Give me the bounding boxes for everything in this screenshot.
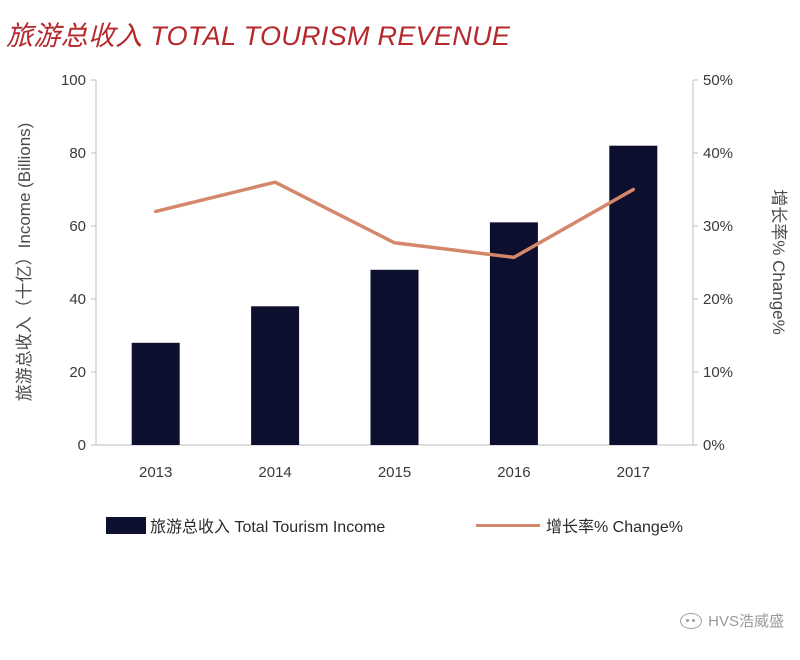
legend-bar: 旅游总收入 Total Tourism Income — [106, 513, 385, 537]
wechat-icon — [680, 612, 703, 629]
bar — [609, 145, 658, 445]
x-tick-label: 2014 — [258, 464, 291, 481]
legend-line-label: 增长率% Change% — [546, 519, 683, 536]
bars-layer — [131, 145, 658, 445]
y-tick-label: 40 — [69, 291, 86, 308]
y-tick-label: 100 — [61, 72, 86, 89]
bar — [131, 342, 180, 445]
y-tick-label: 0 — [78, 437, 86, 454]
legend-bar-label: 旅游总收入 Total Tourism Income — [150, 519, 386, 536]
x-tick-label: 2013 — [139, 464, 172, 481]
y2-tick-label: 30% — [703, 218, 733, 235]
legend-line-swatch — [476, 523, 540, 527]
x-tick-label: 2015 — [378, 464, 411, 481]
change-line — [153, 180, 636, 260]
y-axis-label: 旅游总收入（十亿）Income (Billions) — [15, 123, 34, 402]
legend-bar-swatch — [106, 516, 146, 534]
x-tick-label: 2017 — [617, 464, 650, 481]
y-tick-label: 20 — [69, 364, 86, 381]
watermark-text: HVS浩威盛 — [708, 613, 784, 630]
y2-tick-label: 0% — [703, 437, 725, 454]
y2-tick-label: 50% — [703, 72, 733, 89]
x-tick-label: 2016 — [497, 464, 530, 481]
y2-tick-label: 40% — [703, 145, 733, 162]
y2-tick-label: 20% — [703, 291, 733, 308]
y-tick-label: 80 — [69, 145, 86, 162]
y2-axis-label: 增长率% Change% — [769, 189, 788, 335]
bar — [370, 269, 419, 445]
y2-tick-label: 10% — [703, 364, 733, 381]
ticks-layer: 0 20 40 60 80 100 0% 10% 20% 30% 40% 50% 2013 2014 201… — [61, 72, 733, 481]
y-tick-label: 60 — [69, 218, 86, 235]
chart-title: 旅游总收入 TOTAL TOURISM REVENUE — [6, 21, 511, 51]
bar — [489, 222, 538, 445]
line-layer — [153, 180, 636, 260]
bar — [251, 306, 300, 445]
watermark: HVS浩威盛 — [680, 610, 784, 631]
legend-line: 增长率% Change% — [476, 513, 683, 537]
